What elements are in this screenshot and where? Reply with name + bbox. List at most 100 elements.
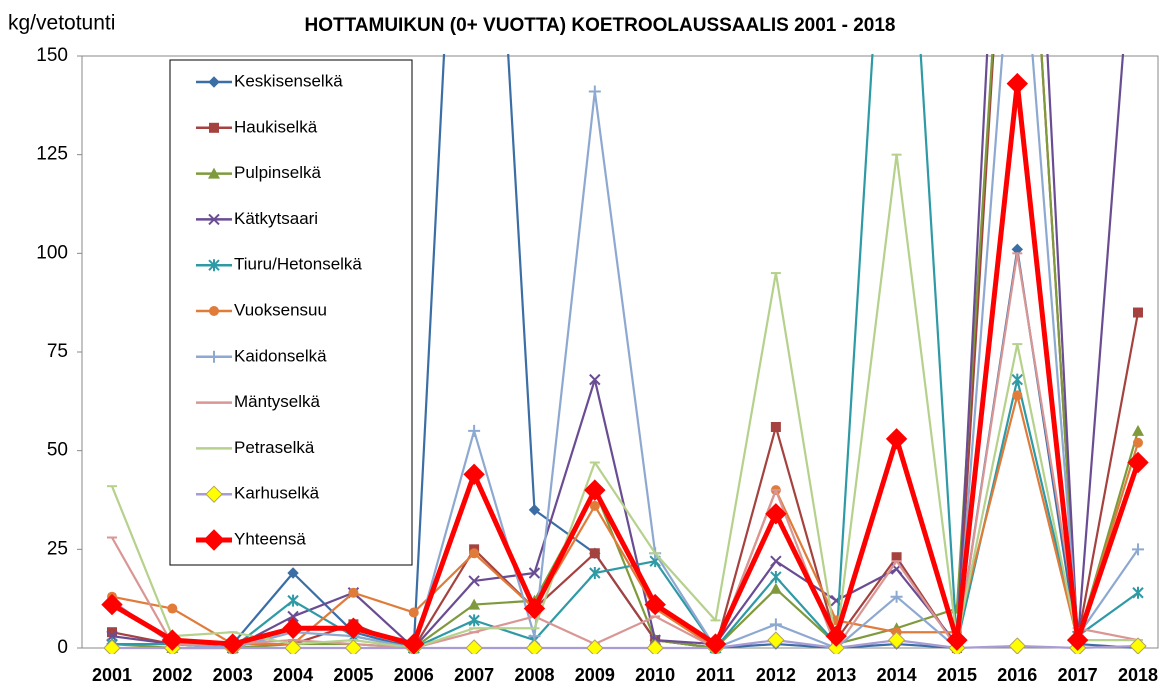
marker (769, 618, 782, 631)
marker (101, 593, 123, 616)
legend-marker (208, 76, 220, 88)
legend-label: Karhuselkä (234, 484, 320, 503)
x-tick-label: 2009 (575, 665, 615, 685)
marker (468, 575, 480, 587)
marker (403, 633, 425, 654)
marker (1008, 637, 1027, 654)
legend-label: Yhteensä (234, 529, 306, 548)
marker (704, 633, 727, 654)
x-tick-label: 2017 (1058, 665, 1098, 685)
marker (221, 633, 244, 654)
x-tick-label: 2010 (635, 665, 675, 685)
x-tick-label: 2007 (454, 665, 494, 685)
legend-label: Haukiselkä (234, 117, 318, 136)
marker (408, 607, 419, 618)
marker (282, 617, 304, 639)
marker (1132, 586, 1144, 599)
marker (528, 567, 541, 579)
marker (287, 594, 299, 607)
marker (468, 424, 481, 437)
marker (946, 629, 968, 651)
marker (589, 373, 601, 386)
marker (1133, 437, 1143, 448)
marker (523, 597, 546, 620)
marker (584, 479, 606, 501)
legend-marker (209, 306, 219, 316)
legend-label: Petraselkä (234, 438, 315, 457)
legend-marker (209, 122, 219, 133)
marker (770, 570, 782, 583)
x-tick-label: 2004 (273, 665, 313, 685)
marker (1132, 543, 1144, 556)
marker (588, 85, 601, 98)
marker (589, 500, 600, 511)
marker (344, 639, 363, 654)
legend-label: Vuoksensuu (234, 300, 327, 319)
x-tick-label: 2015 (937, 665, 977, 685)
marker (1006, 72, 1029, 95)
marker (885, 428, 908, 450)
marker (644, 593, 666, 616)
legend-marker (208, 350, 220, 363)
marker (890, 590, 903, 603)
marker (1132, 424, 1144, 436)
series-line (110, 153, 1138, 650)
x-tick-label: 2014 (877, 665, 917, 685)
series-line (111, 54, 1139, 650)
marker (528, 504, 541, 516)
y-tick-label: 150 (36, 45, 68, 66)
marker (468, 614, 480, 627)
marker (891, 552, 902, 563)
legend-label: Kätkytsaari (234, 209, 318, 228)
y-tick-label: 100 (36, 242, 68, 263)
marker (287, 610, 299, 623)
chart-title: HOTTAMUIKUN (0+ VUOTTA) KOETROOLAUSSAALI… (304, 15, 895, 36)
x-tick-label: 2012 (756, 665, 796, 685)
series-line (110, 81, 1141, 647)
legend-label: Mäntyselkä (234, 392, 321, 411)
marker (767, 631, 785, 649)
marker (1012, 390, 1023, 401)
x-tick-label: 2001 (92, 665, 132, 685)
marker (1011, 373, 1023, 386)
series-line (111, 252, 1139, 650)
x-tick-label: 2013 (816, 665, 856, 685)
marker (161, 629, 184, 651)
legend-marker (208, 259, 220, 272)
y-axis-label: kg/vetotunti (8, 12, 115, 35)
marker (765, 503, 787, 525)
marker (770, 421, 781, 432)
marker (103, 639, 121, 654)
marker (465, 639, 483, 654)
marker (463, 463, 485, 486)
marker (1127, 451, 1149, 474)
x-tick-label: 2003 (213, 665, 253, 685)
x-tick-label: 2005 (333, 665, 373, 685)
legend-marker (208, 213, 220, 226)
series-line (112, 639, 1139, 650)
marker (167, 603, 178, 614)
marker (107, 627, 117, 638)
legend-label: Kaidonselkä (234, 346, 327, 365)
marker (646, 639, 664, 654)
marker (589, 548, 600, 559)
y-tick-label: 25 (47, 538, 68, 559)
series-line (112, 54, 1139, 650)
marker (287, 567, 299, 579)
x-tick-label: 2018 (1118, 665, 1158, 685)
marker (1129, 637, 1147, 654)
marker (469, 548, 480, 559)
marker (468, 598, 481, 610)
marker (769, 582, 782, 594)
marker (887, 631, 906, 649)
legend-marker (205, 485, 223, 503)
legend-marker (203, 529, 225, 551)
legend-label: Pulpinselkä (234, 163, 321, 182)
x-tick-label: 2016 (997, 665, 1037, 685)
series-layer (101, 54, 1149, 654)
legend-label: Keskisenselkä (234, 71, 343, 90)
marker (1133, 307, 1143, 318)
marker (586, 639, 604, 654)
marker (342, 617, 365, 639)
